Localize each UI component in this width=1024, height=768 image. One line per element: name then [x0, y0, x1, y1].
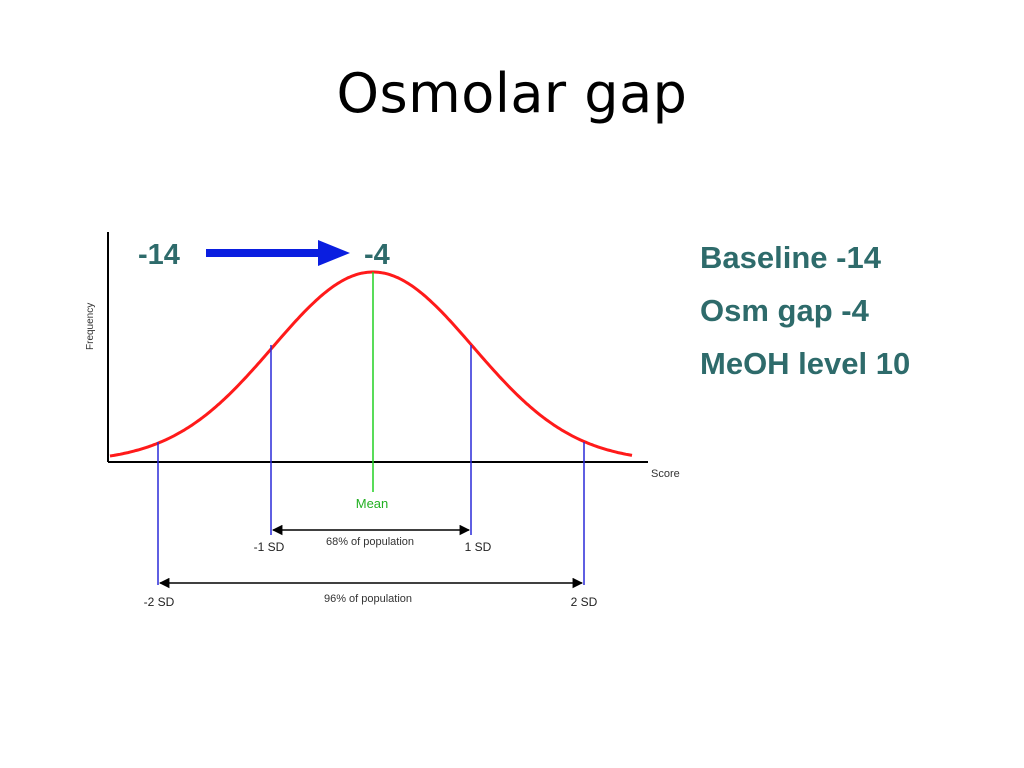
slide-title: Osmolar gap — [336, 62, 688, 125]
sd-label-plus-1: 1 SD — [465, 540, 492, 554]
sd-label-minus-1: -1 SD — [254, 540, 285, 554]
y-axis-label: Frequency — [85, 303, 96, 350]
mean-label: Mean — [356, 496, 389, 511]
note-osm-gap: Osm gap -4 — [700, 293, 869, 328]
arrow-from-value: -14 — [138, 239, 180, 271]
sd-label-plus-2: 2 SD — [571, 595, 598, 609]
normal-curve — [109, 270, 633, 458]
arrow-to-value: -4 — [364, 239, 390, 271]
span-1sd-label: 68% of population — [326, 536, 414, 548]
sd-label-minus-2: -2 SD — [144, 595, 175, 609]
span-2sd-label: 96% of population — [324, 593, 412, 605]
note-meoh-level: MeOH level 10 — [700, 346, 911, 381]
shift-arrow — [206, 240, 350, 266]
x-axis-label: Score — [651, 468, 680, 480]
note-baseline: Baseline -14 — [700, 240, 881, 275]
